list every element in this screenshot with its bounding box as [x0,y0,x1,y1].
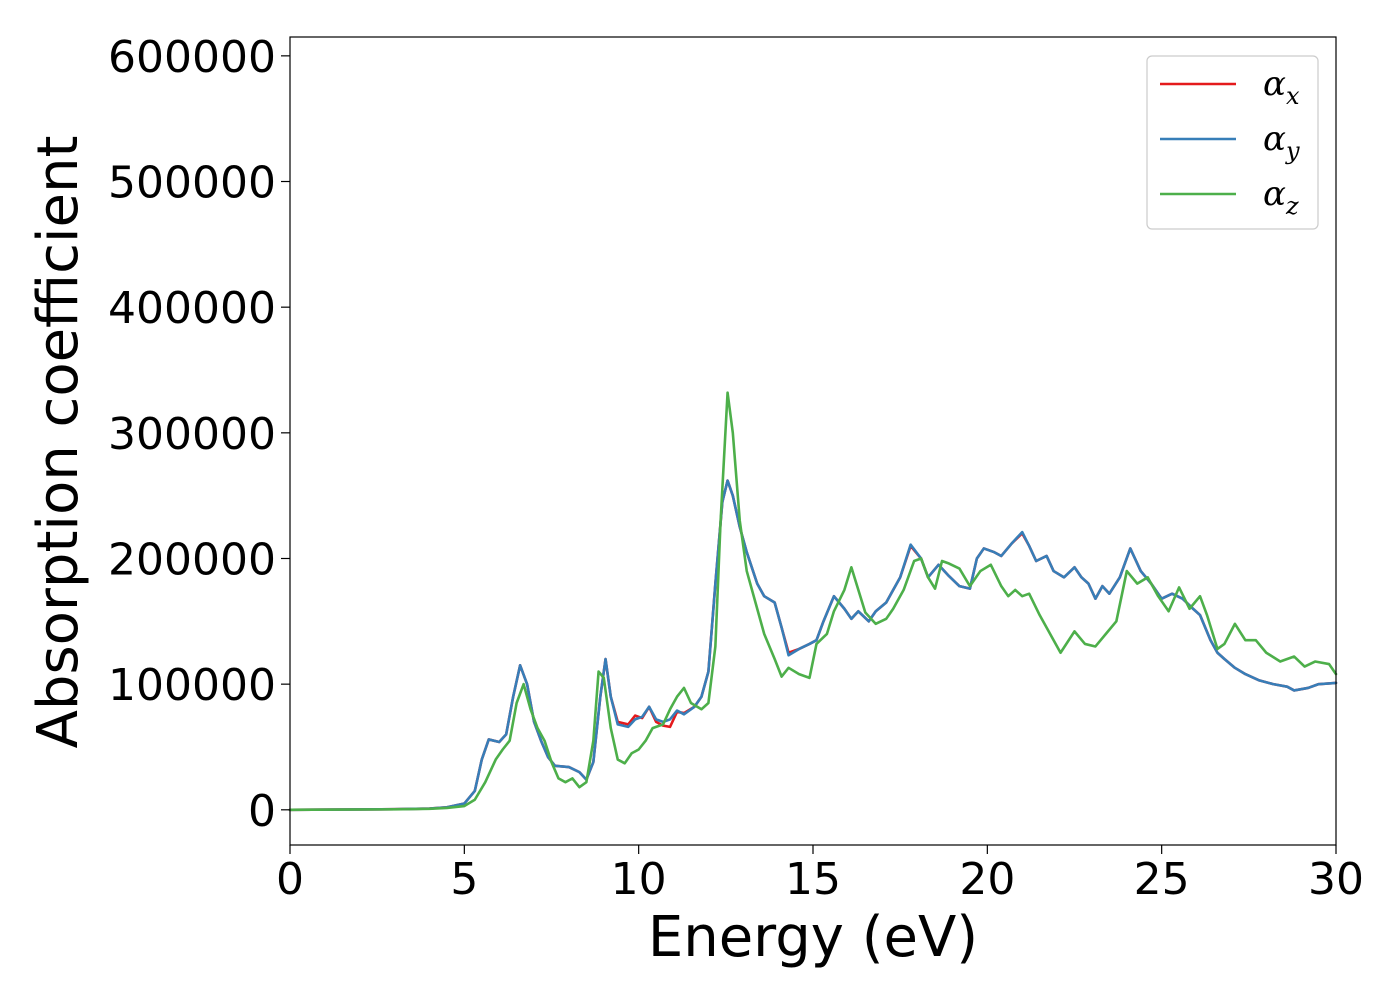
x-tick-label: 20 [959,854,1015,905]
x-tick-label: 0 [276,854,304,905]
x-tick-label: 10 [611,854,667,905]
legend-label-2: αy [1263,119,1300,165]
legend-box [1146,55,1319,230]
y-tick-label: 400000 [108,283,276,334]
x-tick-label: 5 [450,854,478,905]
y-axis-title: Absorption coefficient [26,136,91,749]
y-tick-label: 100000 [108,660,276,711]
legend: αx αy αz [1146,55,1319,230]
series-layer [288,391,1338,812]
y-tick-label: 0 [248,786,276,837]
x-tick-label: 25 [1134,854,1190,905]
y-tick-label: 600000 [108,32,276,83]
y-axis-ticks: 0 100000 200000 300000 400000 500000 600000 [108,32,290,837]
legend-label-3: αz [1263,174,1299,220]
legend-label-1: αx [1263,64,1300,110]
x-tick-label: 15 [785,854,841,905]
y-tick-label: 300000 [108,409,276,460]
series-line-3 [288,391,1338,812]
x-axis-title: Energy (eV) [648,905,978,970]
y-tick-label: 200000 [108,534,276,585]
y-tick-label: 500000 [108,158,276,209]
x-tick-label: 30 [1308,854,1364,905]
x-axis-ticks: 0 5 10 15 20 25 30 [276,845,1364,905]
